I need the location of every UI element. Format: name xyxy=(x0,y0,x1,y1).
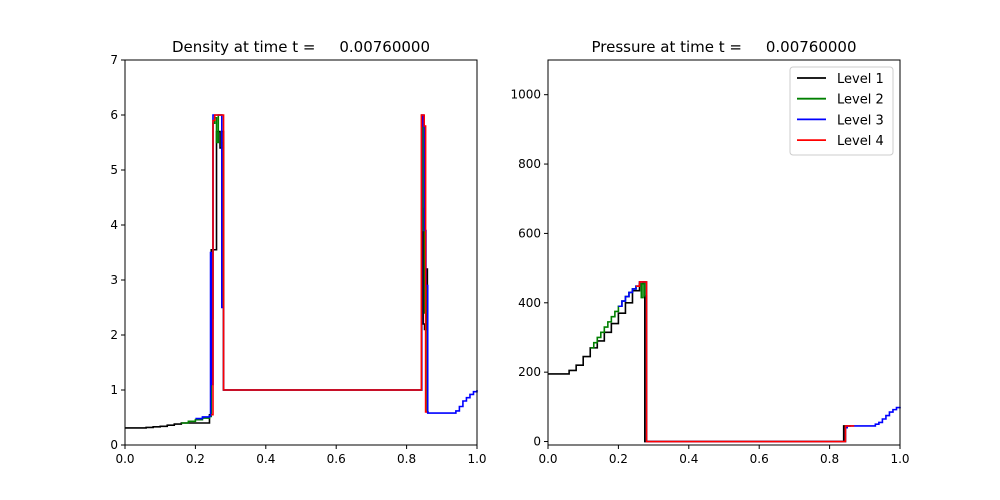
x-tick-label: 0.4 xyxy=(679,452,698,466)
x-tick-label: 0.0 xyxy=(115,452,134,466)
pressure-legend: Level 1 Level 2 Level 3 Level 4 xyxy=(789,66,894,156)
y-tick-label: 0 xyxy=(110,438,118,452)
legend-label: Level 3 xyxy=(837,113,884,128)
y-tick-label: 1 xyxy=(110,383,118,397)
y-tick-label: 6 xyxy=(110,108,118,122)
y-tick-label: 400 xyxy=(518,296,541,310)
density-plot-lines xyxy=(125,114,478,429)
x-tick-label: 0.2 xyxy=(609,452,628,466)
pressure-chart-title: Pressure at time t = 0.00760000 xyxy=(591,38,856,56)
density-chart-title: Density at time t = 0.00760000 xyxy=(172,38,430,56)
legend-box xyxy=(789,66,894,156)
x-tick-label: 0.6 xyxy=(327,452,346,466)
y-tick-label: 200 xyxy=(518,365,541,379)
x-tick-label: 0.2 xyxy=(186,452,205,466)
legend-label: Level 1 xyxy=(837,72,884,87)
series-line-level-1 xyxy=(125,130,429,429)
density-y-ticks: 0 1 2 3 4 5 6 7 xyxy=(110,53,125,452)
x-tick-label: 0.8 xyxy=(820,452,839,466)
series-line-level-1 xyxy=(548,282,851,443)
pressure-plot-lines xyxy=(548,281,901,443)
x-tick-label: 0.8 xyxy=(397,452,416,466)
x-tick-label: 1.0 xyxy=(890,452,909,466)
pressure-axes-frame xyxy=(547,59,901,446)
density-axes-frame xyxy=(124,59,478,446)
y-tick-label: 600 xyxy=(518,226,541,240)
y-tick-label: 3 xyxy=(110,273,118,287)
pressure-x-ticks: 0.0 0.2 0.4 0.6 0.8 1.0 xyxy=(538,445,910,466)
x-tick-label: 0.4 xyxy=(256,452,275,466)
pressure-chart: Pressure at time t = 0.00760000 0.0 0.2 0.… xyxy=(510,38,909,466)
legend-label: Level 4 xyxy=(837,134,884,149)
pressure-y-ticks: 0 200 400 600 800 1000 xyxy=(510,88,548,449)
series-line-level-4 xyxy=(636,281,855,443)
series-line-level-4 xyxy=(211,114,428,416)
y-tick-label: 4 xyxy=(110,218,118,232)
y-tick-label: 1000 xyxy=(510,88,541,102)
x-tick-label: 0.0 xyxy=(538,452,557,466)
y-tick-label: 5 xyxy=(110,163,118,177)
density-x-ticks: 0.0 0.2 0.4 0.6 0.8 1.0 xyxy=(115,445,487,466)
x-tick-label: 1.0 xyxy=(467,452,486,466)
y-tick-label: 2 xyxy=(110,328,118,342)
legend-label: Level 2 xyxy=(837,93,884,108)
y-tick-label: 7 xyxy=(110,53,118,67)
x-tick-label: 0.6 xyxy=(750,452,769,466)
y-tick-label: 800 xyxy=(518,157,541,171)
y-tick-label: 0 xyxy=(533,435,541,449)
density-chart: Density at time t = 0.00760000 0.0 0.2 0.4… xyxy=(110,38,486,466)
